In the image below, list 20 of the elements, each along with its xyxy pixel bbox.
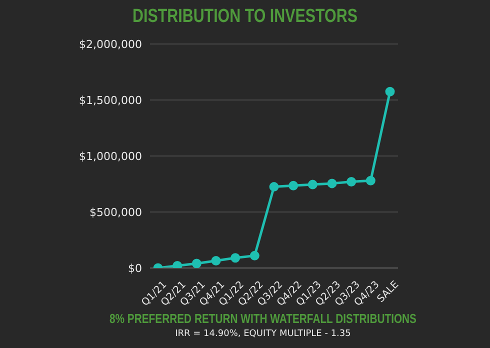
text: 8% PREFERRED RETURN WITH WATERFALL DISTRIBUTIONS bbox=[108, 311, 418, 326]
point bbox=[269, 182, 279, 192]
y-tick-label: $2,000,000 bbox=[79, 38, 142, 51]
point bbox=[211, 256, 221, 266]
point bbox=[366, 176, 376, 186]
point bbox=[308, 180, 318, 190]
point bbox=[288, 180, 298, 190]
point bbox=[192, 258, 202, 268]
point bbox=[250, 250, 260, 260]
y-tick-label: $500,000 bbox=[90, 206, 142, 219]
y-tick-label: $1,000,000 bbox=[79, 150, 142, 163]
text: IRR = 14.90%, EQUITY MULTIPLE - 1.35 bbox=[174, 329, 352, 339]
point bbox=[327, 178, 337, 188]
point bbox=[346, 177, 356, 187]
point bbox=[230, 253, 240, 263]
y-tick-label: $0 bbox=[128, 262, 142, 275]
y-tick-label: $1,500,000 bbox=[79, 94, 142, 107]
point bbox=[385, 86, 395, 96]
chart-title: DISTRIBUTION TO INVESTORS bbox=[132, 6, 358, 28]
point bbox=[172, 261, 182, 268]
